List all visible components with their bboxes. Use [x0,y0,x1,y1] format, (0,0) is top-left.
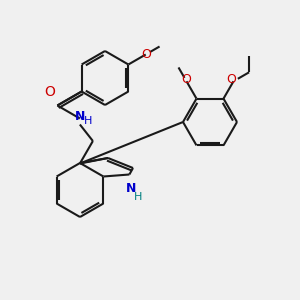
Text: O: O [182,73,191,86]
Text: O: O [44,85,55,99]
Text: H: H [84,116,92,127]
Text: O: O [226,73,236,86]
Text: H: H [134,191,142,202]
Text: O: O [141,48,151,61]
Text: N: N [75,110,85,123]
Text: N: N [126,182,136,195]
